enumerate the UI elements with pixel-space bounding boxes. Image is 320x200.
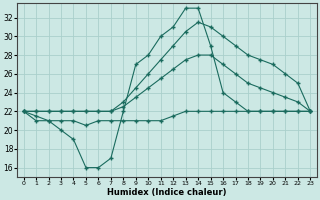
X-axis label: Humidex (Indice chaleur): Humidex (Indice chaleur) (107, 188, 227, 197)
